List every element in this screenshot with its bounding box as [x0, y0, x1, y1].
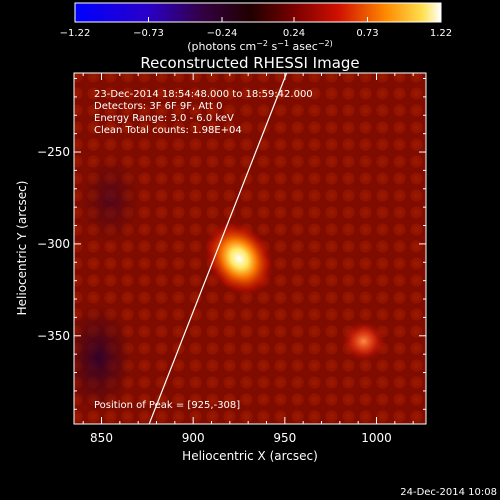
y-axis-label: Heliocentric Y (arcsec) — [15, 181, 29, 316]
colorbar — [74, 2, 442, 23]
colorbar-tick-label: 0.24 — [283, 28, 305, 39]
secondary-source — [341, 321, 386, 362]
dark-patch — [74, 303, 133, 413]
image-area — [74, 73, 426, 424]
y-ticks: −250 −300 −350 — [37, 78, 426, 410]
annotations: 23-Dec-2014 18:54:48.000 to 18:59:42.000… — [94, 89, 313, 136]
colorbar-ticks: −1.22 −0.73 −0.24 0.24 0.73 1.22 — [60, 17, 452, 39]
x-tick-label: 950 — [273, 431, 296, 445]
annotation-line: Clean Total counts: 1.98E+04 — [94, 125, 242, 136]
colorbar-tick-label: −0.73 — [133, 28, 164, 39]
x-tick-label: 850 — [90, 431, 113, 445]
colorbar-tick-label: −0.24 — [207, 28, 238, 39]
dark-patch-upper — [80, 155, 140, 245]
footer-date: 24-Dec-2014 10:08 — [400, 487, 497, 498]
x-axis-label: Heliocentric X (arcsec) — [182, 449, 318, 463]
colorbar-tick-label: 1.22 — [430, 28, 452, 39]
annotation-line: Energy Range: 3.0 - 6.0 keV — [94, 113, 234, 124]
x-ticks: 850 900 950 1000 — [82, 73, 414, 445]
y-tick-label: −350 — [37, 329, 70, 343]
chart-title: Reconstructed RHESSI Image — [140, 54, 359, 72]
annotation-line: Detectors: 3F 6F 9F, Att 0 — [94, 101, 222, 112]
colorbar-units-label: (photons cm−2 s−1 asec−2) — [187, 39, 333, 53]
solar-limb-line — [148, 73, 288, 424]
colorbar-tick-label: 0.73 — [356, 28, 378, 39]
peak-position-label: Position of Peak = [925,-308] — [94, 400, 240, 411]
y-tick-label: −300 — [37, 237, 70, 251]
annotation-line: 23-Dec-2014 18:54:48.000 to 18:59:42.000 — [94, 89, 313, 100]
colorbar-tick-label: −1.22 — [60, 28, 91, 39]
plot-frame — [73, 72, 427, 425]
x-tick-label: 900 — [182, 431, 205, 445]
y-tick-label: −250 — [37, 145, 70, 159]
x-tick-label: 1000 — [361, 431, 392, 445]
